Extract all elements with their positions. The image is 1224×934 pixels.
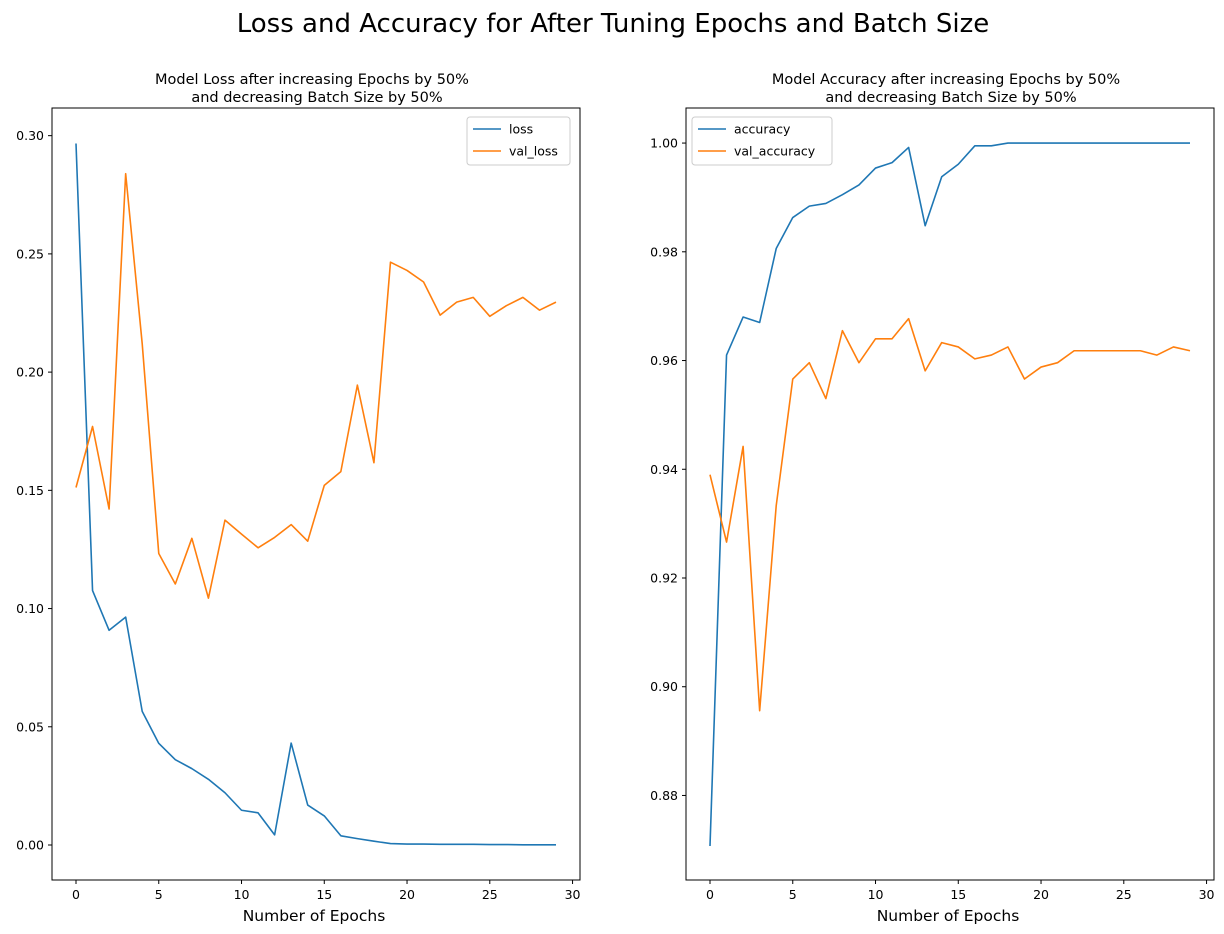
figure-suptitle: Loss and Accuracy for After Tuning Epoch… — [237, 9, 990, 39]
subplot-accuracy: Model Accuracy after increasing Epochs b… — [650, 72, 1214, 925]
y-tick-label: 0.94 — [650, 462, 678, 477]
x-tick-label: 5 — [155, 887, 163, 902]
x-tick-label: 30 — [565, 887, 581, 902]
series-line-loss — [75, 143, 556, 846]
x-tick-label: 15 — [316, 887, 332, 902]
series-line-val_accuracy — [709, 317, 1191, 712]
x-tick-label: 10 — [234, 887, 250, 902]
y-tick-label: 0.88 — [650, 788, 678, 803]
legend-frame — [691, 116, 833, 166]
subplot-title-line-2: and decreasing Batch Size by 50% — [825, 90, 1076, 106]
x-tick-label: 0 — [706, 887, 714, 902]
y-tick-label: 0.96 — [650, 353, 678, 368]
x-tick-label: 5 — [789, 887, 797, 902]
plot-area — [51, 107, 581, 881]
y-tick-label: 0.92 — [650, 570, 678, 585]
legend-label-accuracy: accuracy — [734, 122, 791, 137]
legend-label-val_loss: val_loss — [509, 144, 558, 159]
x-tick-label: 25 — [1116, 887, 1132, 902]
y-tick-label: 0.90 — [650, 679, 678, 694]
y-tick-label: 0.15 — [16, 483, 44, 498]
subplot-title-line-2: and decreasing Batch Size by 50% — [191, 90, 442, 106]
x-axis-label: Number of Epochs — [243, 907, 386, 925]
legend-label-val_accuracy: val_accuracy — [734, 144, 816, 159]
x-tick-label: 30 — [1199, 887, 1215, 902]
y-tick-label: 1.00 — [650, 136, 678, 151]
subplot-title-line-1: Model Accuracy after increasing Epochs b… — [772, 72, 1120, 88]
y-tick-label: 0.00 — [16, 838, 44, 853]
y-tick-label: 0.05 — [16, 719, 44, 734]
y-tick-label: 0.20 — [16, 365, 44, 380]
x-tick-label: 20 — [399, 887, 415, 902]
x-tick-label: 25 — [482, 887, 498, 902]
subplot-title-line-1: Model Loss after increasing Epochs by 50… — [155, 72, 469, 88]
subplot-loss: Model Loss after increasing Epochs by 50… — [16, 72, 580, 925]
x-axis-label: Number of Epochs — [877, 907, 1020, 925]
y-tick-label: 0.10 — [16, 601, 44, 616]
series-line-val_loss — [75, 172, 557, 599]
series-line-accuracy — [709, 142, 1190, 847]
y-tick-label: 0.30 — [16, 128, 44, 143]
y-tick-label: 0.25 — [16, 246, 44, 261]
x-tick-label: 15 — [950, 887, 966, 902]
x-tick-label: 10 — [868, 887, 884, 902]
plot-area — [685, 107, 1215, 881]
legend: loss val_loss — [466, 116, 571, 166]
y-tick-label: 0.98 — [650, 244, 678, 259]
legend: accuracy val_accuracy — [691, 116, 833, 166]
legend-label-loss: loss — [509, 122, 533, 137]
x-tick-label: 0 — [72, 887, 80, 902]
x-tick-label: 20 — [1033, 887, 1049, 902]
